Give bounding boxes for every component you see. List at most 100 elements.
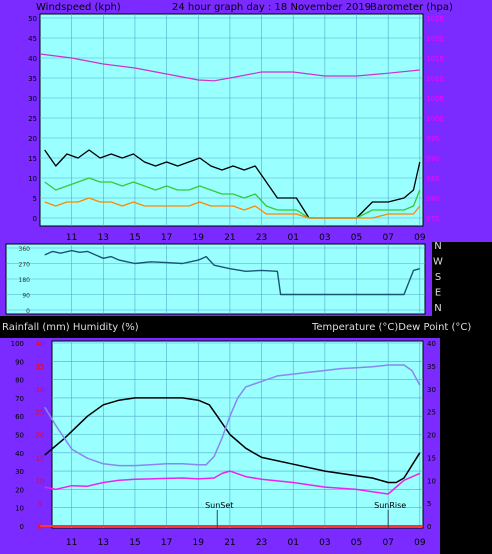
humidity-y-tick-label: 10 — [15, 505, 24, 513]
temperature-y-axis: 0 5 10 15 20 25 30 35 40 — [427, 340, 436, 531]
barometer-axis-title: Barometer (hpa) — [370, 2, 453, 13]
wind-x-tick-label: 17 — [161, 233, 172, 243]
temperature-y-tick-label: 5 — [427, 500, 431, 508]
temperature-gridlines — [52, 341, 423, 528]
compass-label: E — [435, 288, 441, 299]
compass-label: N — [434, 241, 441, 252]
humidity-y-tick-label: 70 — [15, 395, 24, 403]
wind-gridlines — [40, 14, 423, 226]
direction-y-tick-label: 180 — [19, 277, 31, 284]
barometer-y-tick-label: 995 — [426, 135, 439, 143]
barometer-y-tick-label: 990 — [426, 155, 439, 163]
sun-markers: SunSet SunRise — [205, 501, 406, 528]
barometer-y-tick-label: 1005 — [426, 95, 444, 103]
temperature-y-tick-label: 20 — [427, 432, 436, 440]
wind-y-tick-label: 35 — [28, 75, 37, 83]
series-barometer — [39, 53, 420, 82]
barometer-y-tick-label: 1025 — [426, 15, 444, 23]
temperature-y-tick-label: 0 — [427, 523, 431, 531]
temperature-y-tick-label: 35 — [427, 363, 436, 371]
temperature-y-tick-label: 40 — [427, 340, 436, 348]
temperature-x-tick-label: 01 — [287, 538, 298, 548]
series-temperature — [44, 397, 421, 484]
temperature-x-tick-label: 19 — [193, 538, 205, 548]
humidity-y-tick-label: 90 — [15, 358, 24, 366]
humidity-y-axis: 0 10 20 30 40 50 60 70 80 90 100 — [11, 340, 24, 531]
marker-label: SunRise — [374, 501, 406, 510]
humidity-y-tick-label: 30 — [15, 468, 24, 476]
rainfall-y-tick-label: 40 — [36, 340, 45, 348]
temperature-x-tick-label: 17 — [161, 538, 172, 548]
compass-label: N — [434, 303, 441, 314]
wind-y-tick-label: 15 — [28, 155, 37, 163]
barometer-y-axis: 975 980 985 990 995 1000 1005 1010 1015 1020 1025 — [426, 15, 444, 223]
temperature-y-tick-label: 25 — [427, 409, 436, 417]
rainfall-y-tick-label: 10 — [36, 477, 45, 485]
direction-y-tick-label: 90 — [22, 293, 30, 300]
humidity-y-tick-label: 100 — [11, 340, 24, 348]
compass-label: S — [435, 272, 441, 283]
marker-label: SunSet — [205, 501, 233, 510]
temperature-y-tick-label: 10 — [427, 477, 436, 485]
humidity-y-tick-label: 60 — [15, 413, 24, 421]
rainfall-y-tick-label: 20 — [36, 432, 45, 440]
barometer-y-tick-label: 1000 — [426, 115, 444, 123]
barometer-y-tick-label: 1020 — [426, 35, 444, 43]
wind-y-tick-label: 30 — [28, 95, 37, 103]
humidity-y-tick-label: 40 — [15, 450, 24, 458]
wind-x-tick-label: 05 — [351, 233, 362, 243]
wind-series — [39, 53, 421, 219]
temperature-x-tick-label: 11 — [66, 538, 77, 548]
wind-x-tick-label: 19 — [193, 233, 205, 243]
rainfall-y-tick-label: 15 — [36, 454, 45, 462]
wind-y-tick-label: 45 — [28, 35, 37, 43]
compass-label: W — [433, 257, 443, 268]
wind-axis-title: Windspeed (kph) — [36, 2, 121, 13]
direction-y-axis: 0 90 180 270 360 — [19, 246, 31, 315]
temperature-x-tick-label: 09 — [414, 538, 426, 548]
direction-y-tick-label: 0 — [26, 308, 30, 315]
rainfall-y-tick-label: 25 — [36, 409, 45, 417]
temperature-x-tick-label: 03 — [319, 538, 330, 548]
wind-x-tick-label: 03 — [319, 233, 330, 243]
wind-x-tick-label: 23 — [256, 233, 267, 243]
barometer-y-tick-label: 975 — [426, 215, 439, 223]
barometer-y-tick-label: 1015 — [426, 55, 444, 63]
series-humidity — [44, 364, 421, 467]
wind-x-tick-label: 01 — [287, 233, 298, 243]
temperature-x-axis: 11 13 15 17 19 21 23 01 03 05 07 09 — [66, 538, 426, 548]
temperature-x-tick-label: 05 — [351, 538, 362, 548]
rainfall-y-tick-label: 30 — [36, 386, 45, 394]
wind-plot-area — [39, 13, 424, 227]
wind-x-tick-label: 21 — [224, 233, 235, 243]
humidity-y-tick-label: 0 — [20, 523, 24, 531]
temperature-series — [40, 364, 423, 527]
humidity-y-tick-label: 80 — [15, 377, 24, 385]
wind-x-tick-label: 13 — [98, 233, 109, 243]
chart-title: 24 hour graph day : 18 November 2019 — [172, 2, 371, 13]
wind-x-tick-label: 09 — [414, 233, 426, 243]
wind-y-tick-label: 5 — [33, 195, 37, 203]
wind-y-tick-label: 25 — [28, 115, 37, 123]
wind-x-tick-label: 11 — [66, 233, 77, 243]
series-dewpoint — [44, 470, 421, 495]
humidity-y-tick-label: 20 — [15, 486, 24, 494]
temperature-x-tick-label: 23 — [256, 538, 267, 548]
temperature-x-tick-label: 21 — [224, 538, 235, 548]
temperature-x-tick-label: 15 — [129, 538, 140, 548]
barometer-y-tick-label: 985 — [426, 175, 439, 183]
series-wind_low — [44, 197, 421, 219]
temperature-y-tick-label: 15 — [427, 454, 436, 462]
temperature-axis-title: Temperature (°C)Dew Point (°C) — [311, 322, 471, 333]
direction-y-tick-label: 270 — [19, 262, 31, 269]
barometer-y-tick-label: 980 — [426, 195, 439, 203]
wind-x-tick-label: 15 — [129, 233, 140, 243]
wind-y-tick-label: 10 — [28, 175, 37, 183]
wind-x-tick-label: 07 — [382, 233, 393, 243]
wind-x-axis: 11 13 15 17 19 21 23 01 03 05 07 09 — [66, 233, 426, 243]
barometer-y-tick-label: 1010 — [426, 75, 444, 83]
series-direction — [44, 249, 420, 296]
wind-y-tick-label: 20 — [28, 135, 37, 143]
